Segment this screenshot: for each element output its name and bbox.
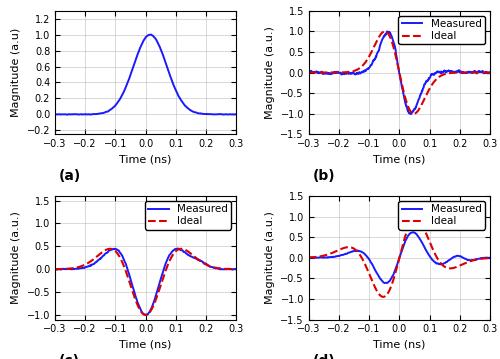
Measured: [259, 267, 265, 271]
Ideal: [368, 50, 374, 55]
Text: (a): (a): [58, 169, 81, 183]
Text: (d): (d): [312, 354, 335, 359]
Measured: [318, 255, 324, 260]
Line: Ideal: Ideal: [278, 31, 500, 114]
Y-axis label: Magnitude (a.u.): Magnitude (a.u.): [265, 26, 275, 119]
Legend: Measured, Ideal: Measured, Ideal: [144, 201, 231, 229]
Measured: [378, 278, 384, 283]
Measured: [264, 267, 270, 271]
Line: Measured: Measured: [278, 232, 500, 283]
Measured: [276, 256, 281, 260]
X-axis label: Time (ns): Time (ns): [373, 340, 426, 350]
Line: Ideal: Ideal: [25, 249, 266, 315]
Measured: [64, 267, 70, 271]
X-axis label: Time (ns): Time (ns): [373, 155, 426, 165]
Ideal: [318, 254, 324, 258]
Ideal: [303, 70, 309, 75]
Ideal: [303, 255, 309, 260]
Text: (c): (c): [58, 354, 80, 359]
Legend: Measured, Ideal: Measured, Ideal: [398, 16, 485, 44]
Measured: [408, 112, 414, 116]
Y-axis label: Magnitude (a.u): Magnitude (a.u): [11, 28, 21, 117]
Measured: [368, 63, 374, 67]
Measured: [318, 70, 324, 74]
X-axis label: Time (ns): Time (ns): [120, 155, 172, 165]
Ideal: [64, 267, 70, 271]
Measured: [410, 230, 416, 234]
Measured: [368, 261, 374, 265]
Measured: [276, 70, 281, 74]
Ideal: [276, 256, 281, 260]
Ideal: [233, 267, 239, 271]
Y-axis label: Magnitude (a.u.): Magnitude (a.u.): [11, 211, 21, 304]
Line: Measured: Measured: [25, 248, 266, 315]
Ideal: [259, 267, 265, 271]
Line: Ideal: Ideal: [278, 219, 500, 297]
Measured: [303, 70, 309, 74]
X-axis label: Time (ns): Time (ns): [120, 340, 172, 350]
Y-axis label: Magnitude (a.u.): Magnitude (a.u.): [265, 211, 275, 304]
Ideal: [486, 70, 492, 75]
Measured: [233, 267, 239, 271]
Ideal: [142, 313, 148, 317]
Measured: [50, 267, 56, 272]
Ideal: [178, 247, 184, 251]
Ideal: [50, 267, 56, 271]
Ideal: [368, 276, 374, 281]
Measured: [384, 29, 390, 33]
Ideal: [412, 216, 418, 221]
Measured: [114, 248, 120, 252]
Ideal: [264, 267, 270, 271]
Ideal: [411, 112, 417, 116]
Measured: [22, 267, 28, 271]
Measured: [142, 313, 148, 317]
Legend: Measured, Ideal: Measured, Ideal: [398, 201, 485, 229]
Ideal: [114, 251, 120, 256]
Measured: [303, 256, 309, 260]
Measured: [382, 281, 388, 285]
Ideal: [378, 31, 384, 35]
Line: Measured: Measured: [278, 31, 500, 114]
Ideal: [380, 295, 386, 299]
Ideal: [276, 70, 281, 75]
Measured: [378, 38, 384, 43]
Ideal: [22, 267, 28, 271]
Measured: [125, 269, 131, 273]
Ideal: [125, 275, 131, 280]
Ideal: [318, 70, 324, 75]
Measured: [486, 71, 492, 75]
Ideal: [378, 294, 384, 299]
Ideal: [382, 29, 388, 33]
Ideal: [486, 256, 492, 260]
Text: (b): (b): [312, 169, 335, 183]
Measured: [486, 256, 492, 260]
Measured: [174, 246, 180, 251]
